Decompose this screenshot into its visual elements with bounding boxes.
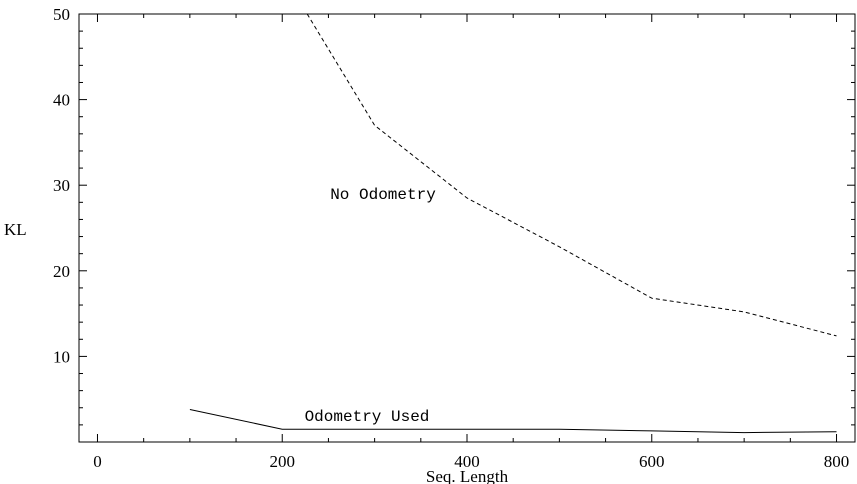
series-line-1: [306, 13, 837, 337]
y-tick-label: 40: [53, 91, 70, 110]
x-axis-title: Seq. Length: [426, 467, 509, 484]
major-ticks: [79, 13, 855, 442]
x-tick-label: 800: [824, 452, 850, 471]
series-labels: No Odometry Odometry Used: [305, 186, 437, 426]
series-lines: [189, 13, 837, 434]
x-tick-label: 400: [454, 452, 480, 471]
x-tick-label: 200: [269, 452, 295, 471]
y-tick-label: 30: [53, 176, 70, 195]
series-label-2: Odometry Used: [305, 408, 430, 426]
x-tick-label: 0: [93, 452, 102, 471]
y-tick-label: 10: [53, 347, 70, 366]
plot-frame: [78, 13, 856, 443]
x-tick-label: 600: [639, 452, 665, 471]
y-axis-title: KL: [4, 220, 27, 239]
y-tick-label: 20: [53, 262, 70, 281]
series-line-2: [189, 409, 837, 434]
x-tick-labels: 0 200 400 600 800: [93, 452, 849, 471]
y-tick-labels: 10 20 30 40 50: [53, 5, 70, 366]
y-tick-label: 50: [53, 5, 70, 24]
minor-ticks: [79, 14, 855, 442]
series-label-1: No Odometry: [330, 186, 436, 204]
